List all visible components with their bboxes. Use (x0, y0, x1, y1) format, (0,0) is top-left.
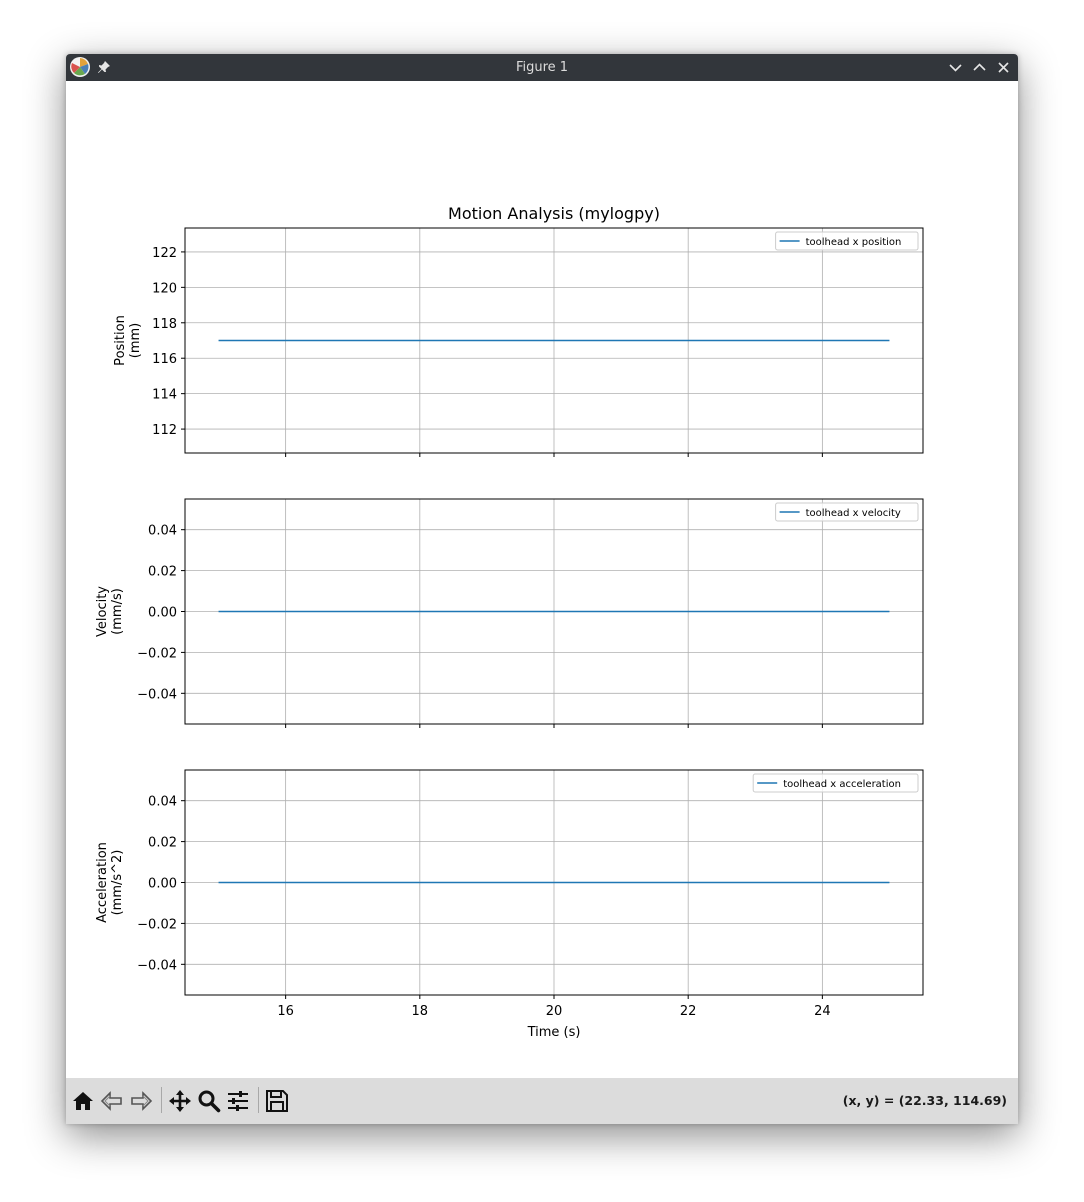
forward-arrow-icon[interactable] (129, 1089, 153, 1113)
y-tick-label: 0.00 (148, 877, 177, 892)
toolbar-separator (161, 1087, 162, 1113)
legend: toolhead x velocity (775, 502, 919, 522)
back-arrow-icon[interactable] (100, 1089, 124, 1113)
y-tick-label: 120 (152, 281, 177, 296)
sliders-icon[interactable] (226, 1089, 250, 1113)
maximize-icon[interactable] (971, 59, 988, 76)
legend: toolhead x acceleration (752, 773, 919, 793)
y-tick-label: 0.00 (148, 606, 177, 621)
magnifier-icon[interactable] (197, 1089, 221, 1113)
cursor-coordinates: (x, y) = (22.33, 114.69) (842, 1093, 1007, 1108)
x-tick-label: 22 (680, 1004, 697, 1019)
chart-svg: Motion Analysis (mylogpy) 112 114 116 118 120… (95, 204, 924, 1040)
legend: toolhead x position (775, 231, 919, 251)
y-axis-label: Position (113, 315, 128, 366)
y-tick-label: −0.04 (137, 687, 177, 702)
x-tick-label: 20 (546, 1004, 563, 1019)
x-tick-label: 16 (277, 1004, 294, 1019)
y-tick-label: 0.02 (148, 836, 177, 851)
figure-window: Figure 1 Motion Analysis (mylogpy) 112 114… (66, 54, 1018, 1124)
x-axis-label: Time (s) (527, 1025, 581, 1040)
y-axis-label: (mm) (128, 323, 143, 358)
figure-canvas[interactable]: Motion Analysis (mylogpy) 112 114 116 118 120… (66, 81, 1018, 1078)
subplot-3: 16 18 20 22 24 −0.04 −0.02 0.00 0.02 0.04 Accelera… (95, 769, 924, 1019)
y-tick-label: −0.02 (137, 917, 177, 932)
floppy-disk-icon[interactable] (265, 1089, 289, 1113)
y-tick-label: 112 (152, 423, 177, 438)
x-tick-label: 24 (814, 1004, 831, 1019)
y-tick-label: 0.02 (148, 565, 177, 580)
legend-box (775, 231, 919, 251)
y-tick-label: 118 (152, 317, 177, 332)
chart-title: Motion Analysis (mylogpy) (448, 204, 660, 223)
move-icon[interactable] (168, 1089, 192, 1113)
pin-icon[interactable] (96, 59, 112, 75)
legend-label: toolhead x acceleration (783, 779, 901, 790)
legend-box (752, 773, 919, 793)
y-tick-label: 114 (152, 388, 177, 403)
navigation-toolbar: (x, y) = (22.33, 114.69) (66, 1078, 1018, 1124)
window-title: Figure 1 (515, 60, 569, 75)
subplot-2: −0.04 −0.02 0.00 0.02 0.04 Velocity (mm/s) tool… (95, 498, 924, 728)
app-logo-icon[interactable] (70, 57, 90, 77)
y-axis-label: Velocity (95, 586, 110, 637)
legend-box (775, 502, 919, 522)
legend-label: toolhead x velocity (806, 508, 901, 519)
y-axis-label: Acceleration (95, 842, 110, 923)
y-tick-label: 116 (152, 352, 177, 367)
y-tick-label: −0.02 (137, 646, 177, 661)
minimize-icon[interactable] (947, 59, 964, 76)
y-tick-label: 122 (152, 246, 177, 261)
home-icon[interactable] (71, 1089, 95, 1113)
legend-label: toolhead x position (806, 237, 902, 248)
x-tick-label: 18 (412, 1004, 429, 1019)
toolbar-separator (258, 1087, 259, 1113)
subplot-1: 112 114 116 118 120 122 Position (mm) toolhead x… (113, 227, 924, 457)
y-axis-label: (mm/s^2) (110, 850, 125, 916)
title-bar[interactable]: Figure 1 (66, 54, 1018, 81)
y-axis-label: (mm/s) (110, 588, 125, 635)
close-icon[interactable] (995, 59, 1012, 76)
y-tick-label: 0.04 (148, 795, 177, 810)
y-tick-label: 0.04 (148, 524, 177, 539)
y-tick-label: −0.04 (137, 958, 177, 973)
